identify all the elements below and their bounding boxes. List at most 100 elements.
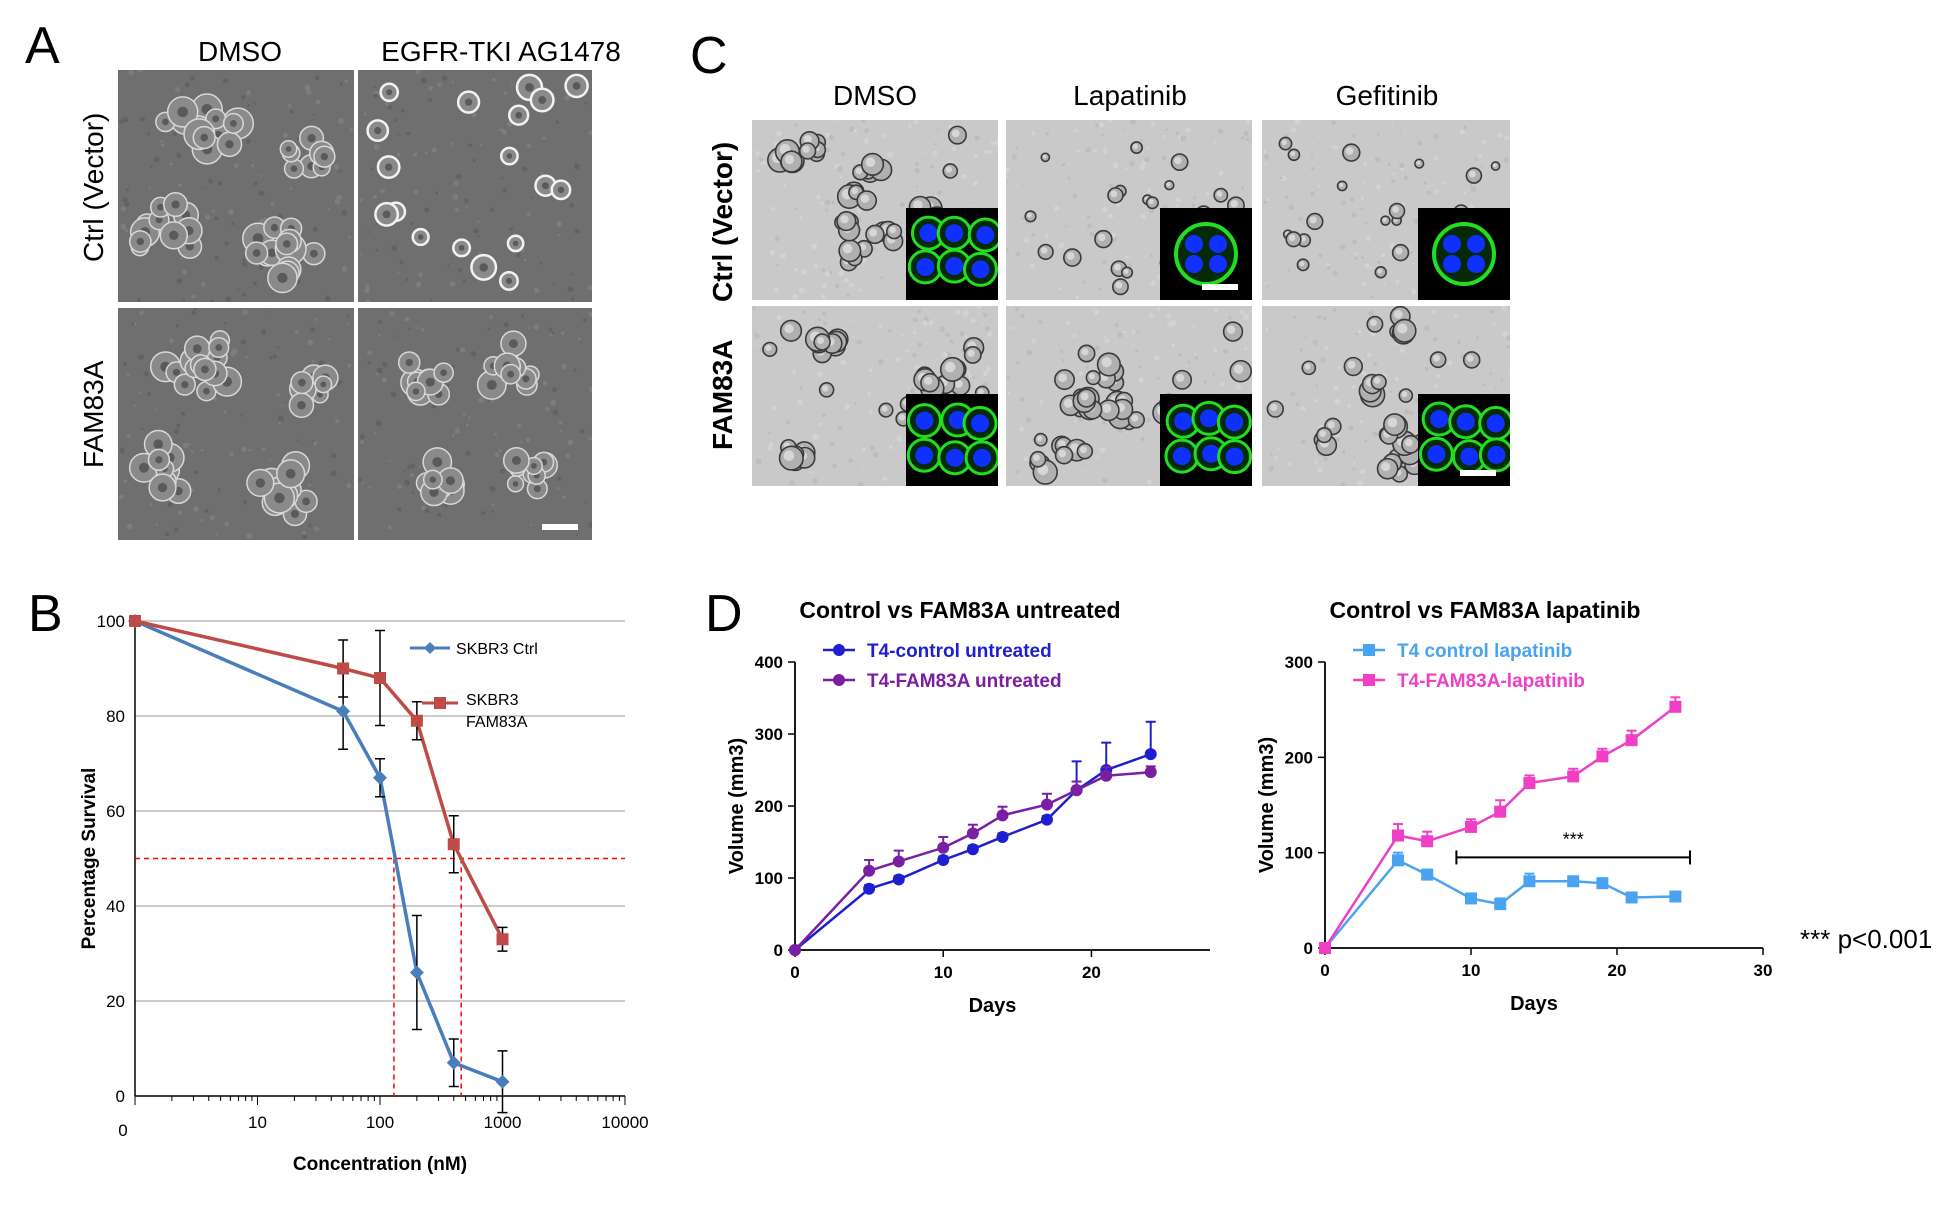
- cell-nucleus: [386, 89, 393, 96]
- texture-speck: [1015, 361, 1020, 366]
- texture-speck: [1310, 166, 1315, 171]
- texture-speck: [1038, 320, 1043, 325]
- cell-nucleus: [162, 118, 169, 126]
- texture-speck: [1078, 371, 1084, 376]
- cell-nucleus: [155, 216, 163, 224]
- texture-speck: [1312, 340, 1318, 346]
- texture-speck: [913, 120, 919, 125]
- texture-speck: [1203, 380, 1207, 384]
- texture-speck: [208, 178, 213, 184]
- texture-speck: [887, 151, 894, 158]
- texture-speck: [1294, 120, 1301, 125]
- texture-speck: [333, 164, 340, 170]
- texture-speck: [542, 136, 546, 140]
- texture-speck: [503, 91, 508, 95]
- texture-speck: [406, 131, 411, 136]
- texture-speck: [1266, 285, 1269, 288]
- texture-speck: [1481, 139, 1487, 145]
- texture-speck: [418, 465, 422, 469]
- cell-highlight: [802, 145, 810, 153]
- texture-speck: [990, 141, 995, 146]
- texture-speck: [1427, 185, 1430, 188]
- series-line: [1324, 858, 1676, 949]
- x-axis-label: Concentration (nM): [293, 1154, 467, 1175]
- cell-highlight: [840, 215, 849, 224]
- texture-speck: [1066, 321, 1070, 325]
- texture-speck: [1187, 360, 1191, 364]
- texture-speck: [1324, 345, 1329, 351]
- micrograph-c-ctrl-gefitinib: [1262, 120, 1510, 300]
- texture-speck: [1506, 344, 1510, 349]
- texture-speck: [404, 479, 410, 486]
- cell-nucleus: [157, 482, 168, 493]
- texture-speck: [822, 283, 827, 288]
- data-point: [1040, 813, 1053, 826]
- y-tick-label: 80: [106, 707, 125, 726]
- texture-speck: [1392, 172, 1396, 175]
- texture-speck: [165, 532, 170, 537]
- texture-speck: [767, 446, 773, 452]
- texture-speck: [330, 470, 337, 477]
- texture-speck: [914, 364, 920, 370]
- cell-highlight: [1327, 421, 1335, 429]
- texture-speck: [1315, 384, 1319, 388]
- texture-speck: [1191, 203, 1195, 208]
- data-point: [1144, 748, 1157, 761]
- data-point: [1100, 769, 1113, 782]
- texture-speck: [1171, 343, 1175, 347]
- texture-speck: [556, 221, 562, 227]
- texture-speck: [1361, 281, 1367, 286]
- texture-speck: [849, 126, 855, 133]
- cell-nucleus: [440, 369, 447, 377]
- cell-highlight: [1058, 449, 1067, 458]
- texture-speck: [974, 135, 980, 141]
- texture-speck: [373, 194, 377, 199]
- texture-speck: [346, 314, 350, 318]
- data-point: [446, 1055, 461, 1070]
- texture-speck: [972, 201, 975, 204]
- texture-speck: [1126, 167, 1129, 170]
- cell-highlight: [1345, 147, 1354, 155]
- texture-speck: [1453, 313, 1458, 318]
- chart-d-untreated: Control vs FAM83A untreated0100200300400…: [726, 597, 1210, 1017]
- texture-speck: [914, 168, 920, 174]
- texture-speck: [843, 277, 850, 284]
- texture-speck: [312, 441, 317, 446]
- texture-speck: [882, 133, 887, 138]
- cell-nucleus: [310, 249, 318, 258]
- cell-nucleus: [432, 457, 443, 467]
- texture-speck: [821, 311, 827, 317]
- texture-speck: [1006, 167, 1010, 173]
- texture-speck: [1469, 184, 1473, 188]
- texture-speck: [1409, 410, 1414, 415]
- texture-speck: [1093, 148, 1098, 153]
- texture-speck: [776, 130, 782, 137]
- texture-speck: [1290, 391, 1295, 396]
- texture-speck: [1274, 456, 1278, 460]
- texture-speck: [1149, 254, 1154, 258]
- cell-highlight: [1131, 414, 1139, 422]
- texture-speck: [853, 128, 858, 133]
- texture-speck: [526, 212, 531, 217]
- texture-speck: [1432, 133, 1439, 140]
- texture-speck: [175, 87, 181, 93]
- data-point: [1669, 890, 1682, 903]
- data-point: [863, 864, 876, 877]
- data-point: [374, 672, 386, 684]
- texture-speck: [1193, 196, 1196, 199]
- texture-speck: [945, 332, 951, 338]
- texture-speck: [373, 85, 376, 89]
- texture-speck: [377, 320, 382, 324]
- chart-d-lapatinib: Control vs FAM83A lapatinib 0 100 200 300 0 10…: [1256, 597, 1772, 1015]
- texture-speck: [1349, 197, 1355, 202]
- texture-speck: [868, 410, 873, 415]
- cell-nucleus: [505, 277, 513, 285]
- texture-speck: [1389, 390, 1393, 393]
- texture-speck: [309, 327, 315, 333]
- texture-speck: [794, 267, 798, 272]
- texture-speck: [331, 453, 337, 459]
- texture-speck: [289, 109, 294, 114]
- cell-highlight: [1033, 454, 1040, 462]
- texture-speck: [972, 375, 975, 379]
- texture-speck: [1381, 253, 1386, 258]
